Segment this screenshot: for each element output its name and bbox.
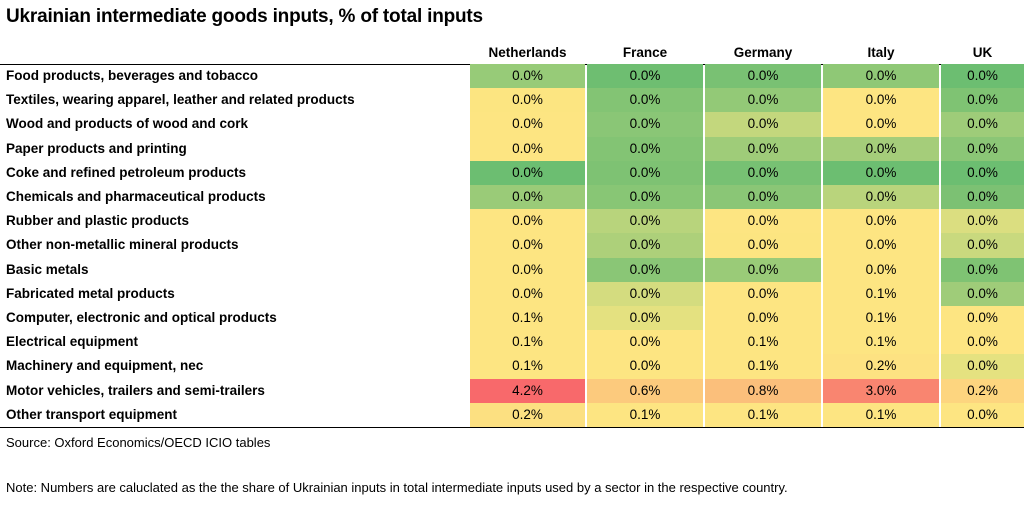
heatmap-cell: 0.0%: [587, 233, 703, 259]
heatmap-cell: 0.0%: [823, 160, 939, 186]
heatmap-cell: 0.0%: [705, 64, 821, 89]
heatmap-cell: 0.0%: [705, 112, 821, 138]
footnote: Note: Numbers are caluclated as the the …: [6, 480, 788, 495]
heatmap-cell: 0.0%: [941, 209, 1024, 234]
column-header-netherlands: Netherlands: [488, 45, 567, 60]
heatmap-cell: 0.0%: [705, 185, 821, 210]
row-label: Rubber and plastic products: [6, 213, 190, 229]
row-label: Other transport equipment: [6, 406, 178, 422]
row-label: Computer, electronic and optical product…: [6, 310, 277, 325]
heatmap-cell: 0.0%: [470, 281, 585, 307]
heatmap-cell: 0.1%: [705, 330, 821, 355]
heatmap-cell: 0.0%: [941, 330, 1024, 355]
heatmap-cell: 0.0%: [823, 233, 939, 259]
heatmap-cell: 0.1%: [470, 354, 585, 380]
heatmap-cell: 0.0%: [587, 209, 703, 234]
heatmap-cell: 3.0%: [823, 378, 939, 404]
heatmap-cell: 0.0%: [705, 257, 821, 283]
row-label: Paper products and printing: [6, 140, 187, 156]
heatmap-cell: 0.0%: [941, 136, 1024, 162]
heatmap-cell: 0.1%: [705, 354, 821, 380]
heatmap-cell: 0.0%: [587, 330, 703, 355]
heatmap-cell: 0.0%: [470, 88, 585, 113]
heatmap-cell: 0.1%: [470, 330, 585, 355]
heatmap-cell: 0.0%: [470, 160, 585, 186]
heatmap-cell: 0.0%: [823, 112, 939, 138]
heatmap-cell: 0.2%: [823, 354, 939, 380]
heatmap-cell: 0.0%: [941, 185, 1024, 210]
heatmap-cell: 0.0%: [470, 136, 585, 162]
source-note: Source: Oxford Economics/OECD ICIO table…: [6, 435, 271, 450]
heatmap-cell: 0.0%: [470, 257, 585, 283]
heatmap-cell: 0.0%: [941, 160, 1024, 186]
column-header-uk: UK: [972, 45, 993, 60]
heatmap-cell: 0.0%: [587, 112, 703, 138]
row-label: Textiles, wearing apparel, leather and r…: [6, 92, 355, 108]
heatmap-cell: 0.1%: [823, 330, 939, 355]
heatmap-cell: 0.0%: [587, 354, 703, 380]
row-label: Wood and products of wood and cork: [6, 116, 248, 132]
heatmap-cell: 4.2%: [470, 378, 585, 404]
heatmap-cell: 0.0%: [705, 136, 821, 162]
heatmap-cell: 0.0%: [941, 64, 1024, 89]
heatmap-cell: 0.0%: [587, 136, 703, 162]
row-label: Fabricated metal products: [6, 285, 175, 301]
heatmap-cell: 0.0%: [705, 281, 821, 307]
heatmap-cell: 0.1%: [823, 402, 939, 428]
heatmap-cell: 0.0%: [587, 281, 703, 307]
heatmap-cell: 0.1%: [705, 402, 821, 428]
heatmap-cell: 0.0%: [823, 64, 939, 89]
row-label: Other non-metallic mineral products: [6, 237, 239, 253]
heatmap-cell: 0.0%: [941, 88, 1024, 113]
heatmap-cell: 0.1%: [587, 402, 703, 428]
row-label: Basic metals: [6, 261, 89, 277]
heatmap-cell: 0.0%: [823, 185, 939, 210]
heatmap-cell: 0.0%: [587, 160, 703, 186]
bottom-rule: [0, 427, 1024, 428]
heatmap-cell: 0.0%: [470, 185, 585, 210]
heatmap-cell: 0.0%: [587, 306, 703, 331]
heatmap-cell: 0.1%: [470, 306, 585, 331]
chart-title: Ukrainian intermediate goods inputs, % o…: [6, 6, 483, 27]
heatmap-cell: 0.0%: [470, 112, 585, 138]
heatmap-cell: 0.0%: [705, 160, 821, 186]
heatmap-cell: 0.6%: [587, 378, 703, 404]
heatmap-cell: 0.1%: [823, 306, 939, 331]
row-label: Machinery and equipment, nec: [6, 358, 204, 374]
row-label: Chemicals and pharmaceutical products: [6, 189, 266, 204]
heatmap-cell: 0.8%: [705, 378, 821, 404]
heatmap-cell: 0.0%: [941, 306, 1024, 331]
heatmap-cell: 0.0%: [941, 402, 1024, 428]
heatmap-cell: 0.0%: [705, 88, 821, 113]
heatmap-cell: 0.0%: [941, 281, 1024, 307]
heatmap-cell: 0.0%: [587, 64, 703, 89]
row-label: Electrical equipment: [6, 334, 139, 350]
column-header-italy: Italy: [867, 45, 895, 60]
column-header-germany: Germany: [733, 45, 793, 60]
heatmap-cell: 0.2%: [941, 378, 1024, 404]
heatmap-cell: 0.0%: [470, 209, 585, 234]
heatmap-cell: 0.0%: [705, 209, 821, 234]
heatmap-cell: 0.0%: [941, 233, 1024, 259]
heatmap-cell: 0.0%: [470, 64, 585, 89]
heatmap-cell: 0.0%: [587, 257, 703, 283]
row-label: Motor vehicles, trailers and semi-traile…: [6, 382, 265, 398]
heatmap-cell: 0.0%: [470, 233, 585, 259]
heatmap-cell: 0.0%: [941, 112, 1024, 138]
heatmap-cell: 0.0%: [705, 233, 821, 259]
heatmap-cell: 0.0%: [823, 88, 939, 113]
heatmap-cell: 0.0%: [823, 209, 939, 234]
heatmap-cell: 0.0%: [823, 136, 939, 162]
heatmap-cell: 0.0%: [587, 185, 703, 210]
heatmap-cell: 0.0%: [941, 354, 1024, 380]
row-label: Food products, beverages and tobacco: [6, 68, 259, 83]
heatmap-cell: 0.2%: [470, 402, 585, 428]
heatmap-cell: 0.0%: [823, 257, 939, 283]
heatmap-cell: 0.1%: [823, 281, 939, 307]
row-label: Coke and refined petroleum products: [6, 164, 247, 180]
heatmap-cell: 0.0%: [705, 306, 821, 331]
heatmap-cell: 0.0%: [941, 257, 1024, 283]
heatmap-cell: 0.0%: [587, 88, 703, 113]
column-header-france: France: [622, 45, 668, 60]
